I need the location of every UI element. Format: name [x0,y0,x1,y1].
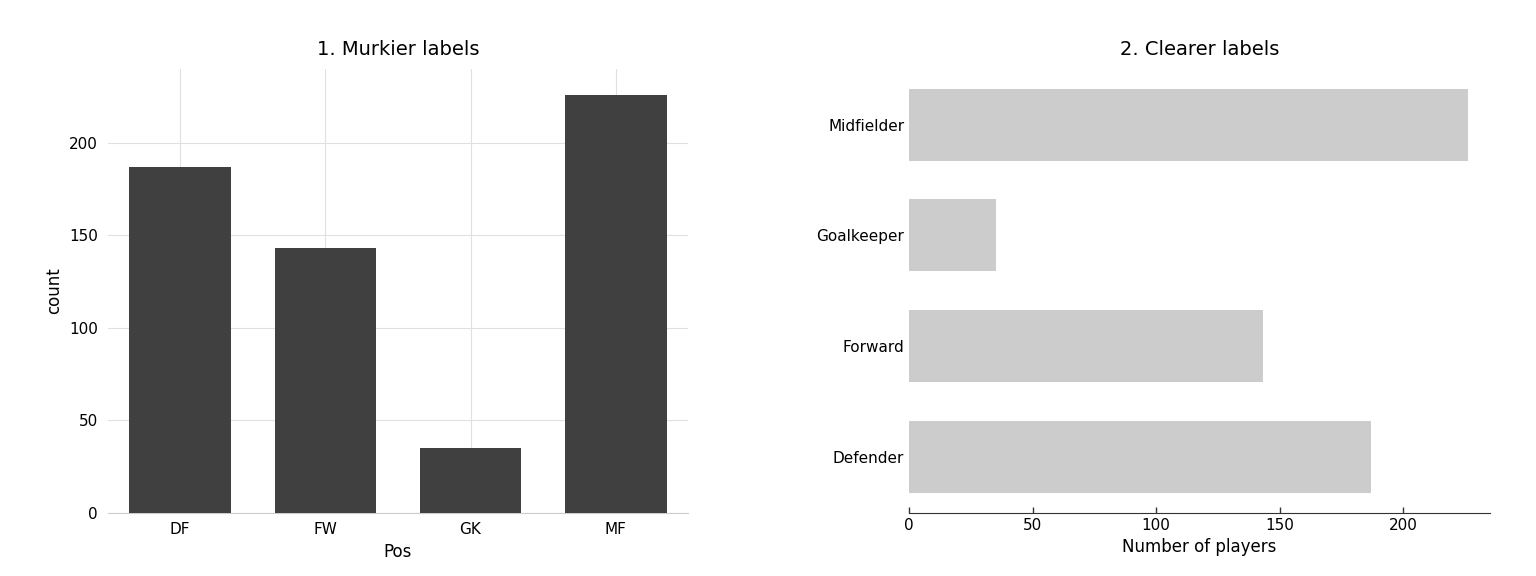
X-axis label: Pos: Pos [384,543,412,561]
Bar [419,448,521,513]
Bar [909,89,1468,161]
Title: 2. Clearer labels: 2. Clearer labels [1120,40,1279,59]
Bar [565,95,667,513]
Bar [909,421,1372,493]
Bar [909,310,1263,382]
Bar [129,167,230,513]
Bar [909,199,995,271]
Y-axis label: count: count [46,267,63,314]
Bar [275,248,376,513]
X-axis label: Number of players: Number of players [1123,538,1276,556]
Title: 1. Murkier labels: 1. Murkier labels [316,40,479,59]
